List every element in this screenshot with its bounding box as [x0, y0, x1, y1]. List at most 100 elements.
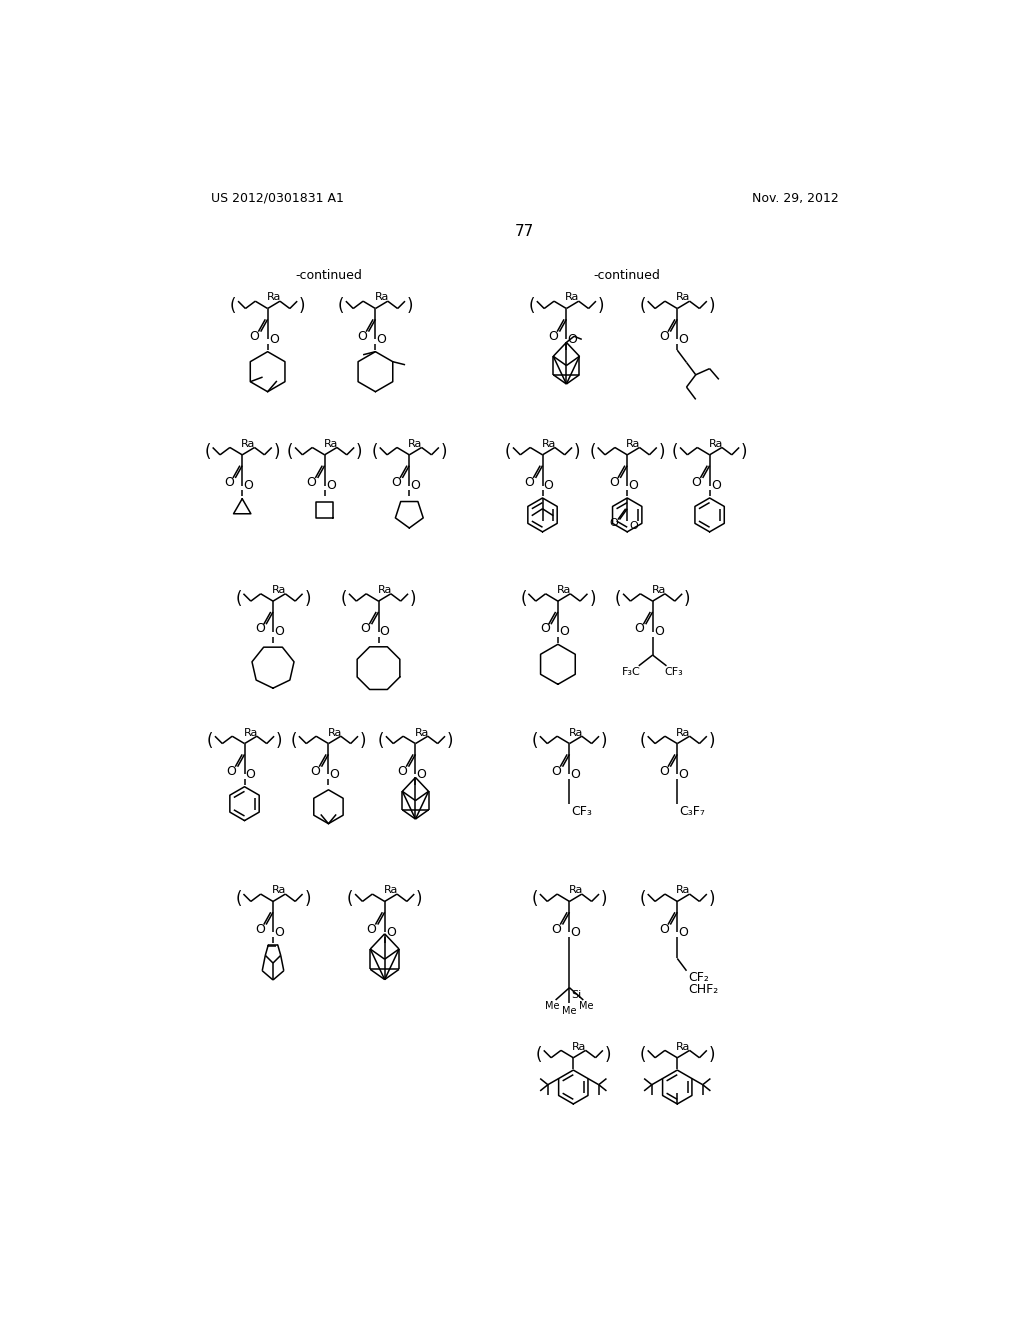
Text: Ra: Ra [676, 1041, 690, 1052]
Text: ): ) [684, 590, 690, 607]
Text: O: O [386, 925, 395, 939]
Text: O: O [679, 768, 688, 781]
Text: -continued: -continued [594, 269, 660, 282]
Text: (: ( [640, 733, 646, 750]
Text: (: ( [236, 890, 242, 908]
Text: CHF₂: CHF₂ [688, 982, 718, 995]
Text: ): ) [709, 1047, 715, 1064]
Text: O: O [679, 333, 688, 346]
Text: Ra: Ra [568, 886, 583, 895]
Text: ): ) [604, 1047, 611, 1064]
Text: ): ) [740, 444, 748, 462]
Text: Ra: Ra [572, 1041, 587, 1052]
Text: (: ( [520, 590, 526, 607]
Text: Ra: Ra [651, 585, 666, 595]
Text: (: ( [531, 890, 539, 908]
Text: O: O [244, 479, 253, 492]
Text: Ra: Ra [384, 886, 398, 895]
Text: O: O [659, 764, 669, 777]
Text: (: ( [640, 297, 646, 315]
Text: O: O [367, 923, 377, 936]
Text: C₃F₇: C₃F₇ [679, 805, 705, 818]
Text: -continued: -continued [296, 269, 362, 282]
Text: O: O [552, 764, 561, 777]
Text: Ra: Ra [542, 438, 556, 449]
Text: O: O [310, 764, 321, 777]
Text: Ra: Ra [378, 585, 392, 595]
Text: (: ( [505, 444, 511, 462]
Text: O: O [567, 333, 578, 346]
Text: ): ) [601, 733, 607, 750]
Text: ): ) [299, 297, 305, 315]
Text: O: O [391, 477, 401, 490]
Text: (: ( [341, 590, 347, 607]
Text: ): ) [304, 890, 310, 908]
Text: Ra: Ra [676, 293, 690, 302]
Text: (: ( [287, 444, 293, 462]
Text: Ra: Ra [409, 438, 423, 449]
Text: O: O [540, 622, 550, 635]
Text: Ra: Ra [324, 438, 338, 449]
Text: O: O [629, 520, 638, 531]
Text: ): ) [356, 444, 362, 462]
Text: ): ) [601, 890, 607, 908]
Text: (: ( [378, 733, 384, 750]
Text: ): ) [410, 590, 416, 607]
Text: O: O [274, 626, 284, 639]
Text: O: O [269, 333, 279, 346]
Text: ): ) [589, 590, 596, 607]
Text: Ra: Ra [242, 438, 256, 449]
Text: O: O [691, 477, 701, 490]
Text: Ra: Ra [244, 727, 258, 738]
Text: O: O [544, 479, 554, 492]
Text: (: ( [531, 733, 539, 750]
Text: ): ) [446, 733, 454, 750]
Text: Ra: Ra [557, 585, 571, 595]
Text: CF₂: CF₂ [688, 972, 709, 985]
Text: ): ) [709, 890, 715, 908]
Text: Ra: Ra [676, 886, 690, 895]
Text: O: O [360, 622, 371, 635]
Text: Ra: Ra [266, 293, 281, 302]
Text: ): ) [359, 733, 367, 750]
Text: ): ) [304, 590, 310, 607]
Text: O: O [330, 768, 340, 781]
Text: F₃C: F₃C [622, 667, 640, 677]
Text: (: ( [205, 444, 211, 462]
Text: (: ( [640, 890, 646, 908]
Text: (: ( [207, 733, 213, 750]
Text: US 2012/0301831 A1: US 2012/0301831 A1 [211, 191, 344, 205]
Text: Si: Si [571, 990, 582, 1001]
Text: Ra: Ra [627, 438, 641, 449]
Text: (: ( [338, 297, 344, 315]
Text: O: O [226, 764, 237, 777]
Text: O: O [255, 622, 265, 635]
Text: Ra: Ra [375, 293, 389, 302]
Text: O: O [659, 330, 669, 343]
Text: O: O [659, 923, 669, 936]
Text: ): ) [416, 890, 423, 908]
Text: O: O [570, 925, 581, 939]
Text: Nov. 29, 2012: Nov. 29, 2012 [753, 191, 839, 205]
Text: ): ) [709, 733, 715, 750]
Text: Ra: Ra [272, 886, 287, 895]
Text: O: O [411, 479, 421, 492]
Text: O: O [711, 479, 721, 492]
Text: O: O [552, 923, 561, 936]
Text: O: O [380, 626, 389, 639]
Text: O: O [609, 517, 618, 528]
Text: O: O [609, 477, 620, 490]
Text: Ra: Ra [568, 727, 583, 738]
Text: Me: Me [562, 1006, 577, 1016]
Text: ): ) [573, 444, 581, 462]
Text: (: ( [528, 297, 536, 315]
Text: Me: Me [580, 1001, 594, 1011]
Text: Me: Me [545, 1001, 560, 1011]
Text: (: ( [615, 590, 622, 607]
Text: Ra: Ra [415, 727, 429, 738]
Text: O: O [549, 330, 558, 343]
Text: O: O [629, 479, 638, 492]
Text: Ra: Ra [709, 438, 723, 449]
Text: (: ( [672, 444, 678, 462]
Text: O: O [679, 925, 688, 939]
